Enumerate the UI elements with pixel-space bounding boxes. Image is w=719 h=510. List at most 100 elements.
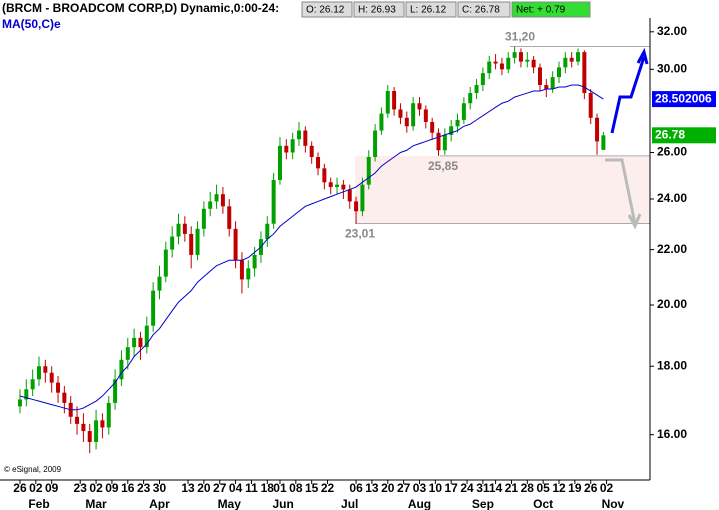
- x-tick-label: 05: [536, 481, 550, 495]
- x-tick-label: 27: [213, 481, 227, 495]
- candle-body: [227, 206, 232, 229]
- header-box: [301, 1, 353, 18]
- x-tick-label: 13: [365, 481, 379, 495]
- support-zone: [355, 155, 650, 224]
- ma-line: [19, 84, 604, 411]
- x-tick-label: 09: [105, 481, 119, 495]
- candle-body: [189, 233, 194, 255]
- x-tick-label: 02: [89, 481, 103, 495]
- candle-body: [163, 249, 168, 277]
- candle-body: [297, 130, 301, 140]
- candle-body: [81, 423, 86, 432]
- plot-layer: [17, 46, 606, 454]
- month-label: Apr: [149, 497, 170, 510]
- candle-body: [341, 184, 346, 190]
- x-tick-label: 09: [45, 481, 59, 495]
- x-tick-label: 23: [74, 481, 88, 495]
- x-tick-label: 31: [476, 481, 490, 495]
- candle-body: [138, 337, 143, 348]
- x-tick-label: 16: [121, 481, 135, 495]
- x-tick-label: 08: [289, 481, 303, 495]
- x-tick-label: 20: [381, 481, 395, 495]
- candle-body: [322, 168, 327, 183]
- x-tick-label: 30: [153, 481, 167, 495]
- candle-body: [354, 201, 359, 212]
- candle-body: [392, 91, 397, 110]
- candle-body: [17, 399, 22, 407]
- copyright: © eSignal, 2009: [4, 465, 62, 474]
- header-box: [405, 1, 457, 18]
- candle-body: [49, 372, 54, 383]
- down-arrow: [605, 158, 637, 225]
- candle-body: [468, 93, 473, 104]
- last-value-label: 26.78: [655, 127, 685, 141]
- candle-body: [493, 61, 498, 64]
- y-tick-label: 22.00: [657, 242, 687, 256]
- candle-body: [309, 145, 314, 157]
- level-label: 23,01: [345, 227, 375, 241]
- candle-body: [201, 208, 206, 229]
- candle-body: [132, 337, 137, 348]
- chart-title: (BRCM - BROADCOM CORP,D) Dynamic,0:00-24…: [2, 1, 279, 15]
- candle-body: [246, 268, 251, 280]
- month-label: Feb: [28, 497, 49, 510]
- candle-body: [265, 223, 270, 240]
- candle-body: [436, 132, 441, 151]
- zone-layer: [355, 46, 650, 225]
- header-field: Net: + 0.79: [516, 5, 566, 16]
- x-tick-label: 04: [229, 481, 243, 495]
- y-tick-label: 26.00: [657, 145, 687, 159]
- candle-body: [487, 61, 492, 74]
- y-tick-label: 24.00: [657, 191, 687, 205]
- x-tick-label: 15: [305, 481, 319, 495]
- candle-body: [398, 109, 403, 118]
- y-tick-label: 16.00: [657, 427, 687, 441]
- candle-body: [430, 122, 435, 133]
- candle-body: [144, 325, 149, 348]
- candle-body: [284, 145, 289, 153]
- candle-body: [411, 103, 416, 127]
- month-label: Aug: [408, 497, 431, 510]
- candle-body: [182, 223, 187, 234]
- candle-body: [239, 260, 244, 280]
- candle-body: [360, 184, 365, 212]
- x-tick-label: 23: [137, 481, 151, 495]
- x-tick-label: 27: [397, 481, 411, 495]
- candle-body: [24, 389, 29, 400]
- x-tick-label: 11: [245, 481, 258, 495]
- candle-body: [56, 382, 61, 393]
- y-tick-label: 32.00: [657, 24, 687, 38]
- candle-body: [404, 117, 409, 127]
- x-tick-label: 12: [552, 481, 566, 495]
- candle-body: [537, 67, 542, 86]
- candle-body: [220, 194, 225, 207]
- x-tick-label: 19: [568, 481, 582, 495]
- candle-body: [176, 223, 181, 237]
- candle-body: [30, 379, 35, 390]
- candle-body: [449, 126, 454, 135]
- candle-body: [208, 201, 213, 209]
- candle-body: [461, 103, 466, 120]
- header-field: H: 26.93: [358, 5, 396, 16]
- candle-body: [277, 145, 282, 180]
- last-value-label: 28.502006: [655, 91, 712, 105]
- header-field: O: 26.12: [306, 5, 345, 16]
- candle-body: [170, 236, 175, 250]
- candle-body: [512, 52, 517, 58]
- candle-body: [125, 347, 130, 360]
- month-label: Jun: [272, 497, 293, 510]
- candle-body: [442, 134, 447, 151]
- x-tick-label: 28: [521, 481, 535, 495]
- y-tick-label: 18.00: [657, 358, 687, 372]
- candle-body: [506, 57, 511, 70]
- candle-body: [119, 359, 124, 380]
- candle-body: [373, 130, 378, 157]
- header-field: L: 26.12: [410, 5, 447, 16]
- candle-body: [455, 119, 460, 127]
- candle-body: [557, 67, 561, 78]
- candle-body: [347, 189, 352, 202]
